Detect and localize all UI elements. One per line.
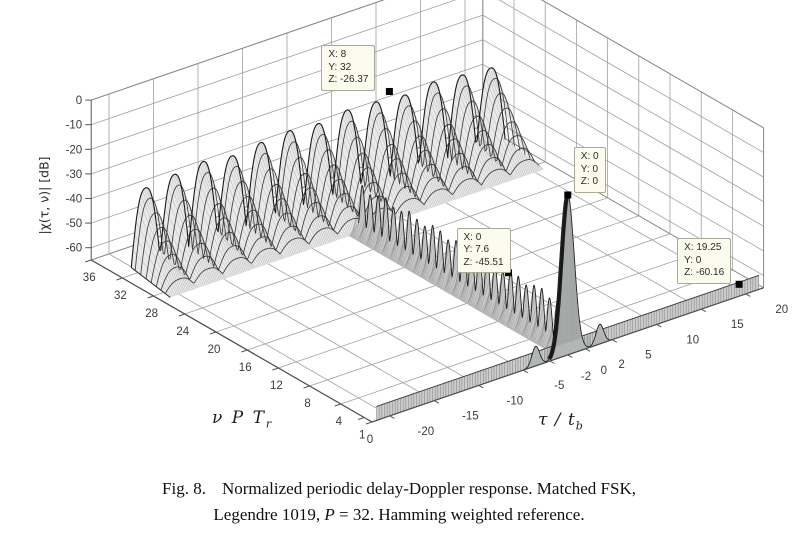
svg-text:16: 16 — [239, 362, 252, 374]
svg-text:20: 20 — [208, 344, 221, 356]
svg-text:32: 32 — [114, 290, 127, 302]
svg-text:-40: -40 — [66, 194, 83, 206]
svg-text:36: 36 — [83, 272, 96, 284]
svg-text:2: 2 — [618, 359, 624, 371]
delay-doppler-3d-plot: -20 -15 -10 -5 -2 0 2 5 10 15 20 36 32 28 24 20 16 12 8 4 1 0… — [36, 0, 789, 446]
datatip-marker — [735, 280, 743, 288]
datatip: X: 0 Y: 7.6 Z: -45.51 — [456, 227, 511, 274]
svg-text:-50: -50 — [66, 218, 83, 230]
svg-text:-10: -10 — [506, 395, 523, 407]
svg-text:-5: -5 — [554, 380, 564, 392]
svg-text:28: 28 — [145, 308, 158, 320]
caption-line-2: Legendre 1019, P = 32. Hamming weighted … — [213, 505, 585, 524]
y-axis-label: ν P Tr — [212, 408, 274, 431]
svg-text:-20: -20 — [66, 144, 83, 156]
figure-number: Fig. 8. — [162, 479, 206, 498]
svg-text:-2: -2 — [581, 371, 591, 383]
datatip-marker — [564, 191, 572, 199]
svg-text:-20: -20 — [417, 426, 434, 438]
svg-text:1: 1 — [359, 430, 365, 442]
svg-text:10: 10 — [686, 334, 699, 346]
svg-text:0: 0 — [601, 365, 607, 377]
datatip: X: 8 Y: 32 Z: -26.37 — [321, 45, 376, 91]
svg-text:12: 12 — [270, 380, 283, 392]
svg-text:15: 15 — [731, 319, 744, 331]
svg-text:24: 24 — [176, 326, 189, 338]
svg-text:5: 5 — [645, 350, 651, 362]
svg-text:8: 8 — [304, 398, 310, 410]
z-axis-label: |χ(τ, ν)| [dB] — [36, 156, 52, 235]
datatip-marker — [385, 87, 393, 95]
svg-text:-30: -30 — [66, 169, 83, 181]
svg-text:0: 0 — [367, 434, 373, 446]
datatip: X: 19.25 Y: 0 Z: -60.16 — [677, 238, 732, 284]
svg-text:4: 4 — [336, 416, 343, 428]
figure-caption: Fig. 8. Normalized periodic delay-Doppler… — [0, 476, 798, 528]
svg-text:-60: -60 — [66, 243, 83, 255]
x-axis-label: τ / tb — [538, 410, 584, 433]
datatip: X: 0 Y: 0 Z: 0 — [573, 147, 606, 193]
doppler-sidelobe-ridge — [349, 185, 565, 355]
svg-text:20: 20 — [775, 304, 788, 316]
caption-line-1: Fig. 8. Normalized periodic delay-Doppler… — [162, 479, 636, 498]
svg-text:0: 0 — [76, 95, 82, 107]
svg-text:-15: -15 — [462, 411, 479, 423]
svg-text:-10: -10 — [66, 120, 83, 132]
